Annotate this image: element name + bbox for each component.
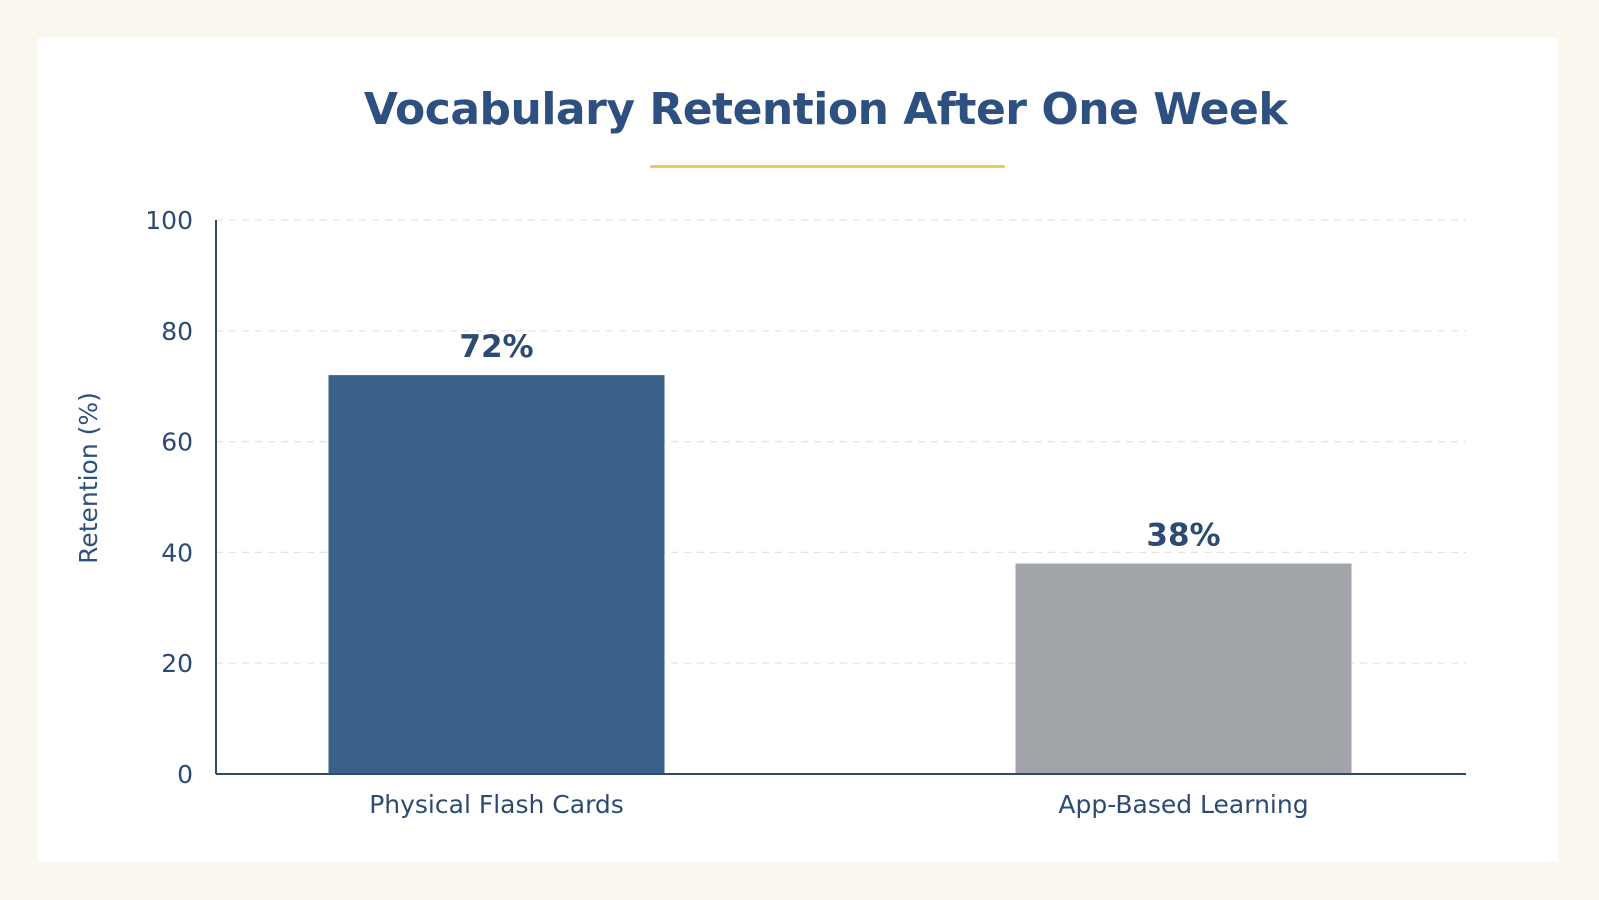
y-axis-title: Retention (%)	[74, 392, 103, 564]
x-category-label: App-Based Learning	[1058, 790, 1308, 819]
bar-value-label: 38%	[1146, 517, 1220, 553]
category-labels: Physical Flash Cards App-Based Learning	[369, 790, 1308, 819]
y-tick-label: 0	[177, 760, 193, 789]
bar-app-based-learning	[1015, 563, 1352, 774]
y-tick-label: 60	[161, 428, 193, 457]
value-labels: 72% 38%	[459, 329, 1220, 553]
y-tick-label: 80	[161, 317, 193, 346]
y-tick-label: 20	[161, 649, 193, 678]
y-tick-label: 100	[145, 206, 193, 235]
x-category-label: Physical Flash Cards	[369, 790, 624, 819]
y-tick-labels: 0 20 40 60 80 100	[145, 206, 193, 789]
y-tick-label: 40	[161, 538, 193, 567]
bar-physical-flash-cards	[328, 375, 665, 774]
bar-value-label: 72%	[459, 329, 533, 365]
title-underline	[650, 165, 1005, 168]
chart-title: Vocabulary Retention After One Week	[363, 84, 1288, 135]
bars	[328, 375, 1352, 774]
